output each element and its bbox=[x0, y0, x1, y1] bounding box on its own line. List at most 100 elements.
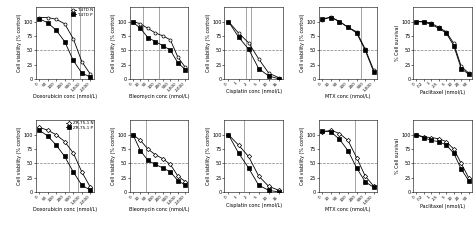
X-axis label: Cisplatin conc (nmol/L): Cisplatin conc (nmol/L) bbox=[226, 90, 282, 95]
T-47D P bbox=[451, 44, 456, 47]
ZR-75-1 N bbox=[443, 140, 449, 143]
Line: ZR-75-1 N: ZR-75-1 N bbox=[37, 126, 92, 189]
T-47D N bbox=[145, 27, 151, 30]
ZR-75-1 P bbox=[137, 149, 143, 152]
Line: ZR-75-1 P: ZR-75-1 P bbox=[227, 133, 280, 193]
T-47D P bbox=[160, 44, 166, 47]
T-47D P bbox=[466, 73, 472, 76]
ZR-75-1 N bbox=[145, 148, 151, 150]
Line: ZR-75-1 N: ZR-75-1 N bbox=[415, 133, 470, 179]
T-47D N bbox=[466, 72, 472, 75]
ZR-75-1 N bbox=[337, 132, 342, 135]
T-47D N bbox=[428, 22, 434, 25]
ZR-75-1 N bbox=[226, 133, 231, 136]
T-47D P bbox=[428, 23, 434, 26]
T-47D N bbox=[160, 34, 166, 37]
ZR-75-1 P bbox=[226, 133, 231, 136]
ZR-75-1 P bbox=[236, 152, 241, 155]
T-47D P bbox=[337, 20, 342, 23]
ZR-75-1 P bbox=[266, 189, 272, 192]
ZR-75-1 N bbox=[71, 152, 76, 155]
T-47D N bbox=[226, 20, 231, 23]
ZR-75-1 N bbox=[175, 174, 181, 177]
ZR-75-1 N bbox=[319, 131, 325, 134]
Y-axis label: % Cell survival: % Cell survival bbox=[395, 138, 400, 174]
ZR-75-1 N bbox=[466, 176, 472, 179]
T-47D P bbox=[362, 49, 368, 52]
Line: T-47D P: T-47D P bbox=[227, 20, 280, 80]
T-47D N bbox=[276, 76, 282, 79]
ZR-75-1 P bbox=[71, 170, 76, 173]
X-axis label: Doxorubicin conc (nmol/L): Doxorubicin conc (nmol/L) bbox=[33, 94, 97, 99]
Line: ZR-75-1 P: ZR-75-1 P bbox=[415, 133, 470, 182]
T-47D P bbox=[71, 59, 76, 62]
Line: T-47D P: T-47D P bbox=[37, 17, 92, 79]
T-47D N bbox=[79, 60, 85, 63]
ZR-75-1 P bbox=[362, 180, 368, 183]
X-axis label: MTX conc (nmol/L): MTX conc (nmol/L) bbox=[325, 207, 371, 212]
ZR-75-1 P bbox=[276, 191, 282, 193]
T-47D P bbox=[36, 17, 42, 20]
ZR-75-1 P bbox=[246, 167, 251, 169]
T-47D P bbox=[413, 20, 419, 23]
T-47D P bbox=[328, 16, 334, 19]
T-47D P bbox=[443, 31, 449, 34]
Legend: ZR-75-1 N, ZR-75-1 P: ZR-75-1 N, ZR-75-1 P bbox=[66, 121, 93, 130]
ZR-75-1 P bbox=[167, 170, 173, 173]
ZR-75-1 N bbox=[167, 163, 173, 166]
Line: T-47D N: T-47D N bbox=[131, 20, 187, 69]
ZR-75-1 P bbox=[428, 139, 434, 142]
T-47D N bbox=[53, 18, 59, 21]
T-47D N bbox=[337, 20, 342, 23]
ZR-75-1 N bbox=[130, 133, 136, 136]
T-47D P bbox=[319, 17, 325, 20]
Line: T-47D N: T-47D N bbox=[415, 20, 470, 75]
T-47D P bbox=[182, 68, 188, 71]
T-47D P bbox=[226, 20, 231, 23]
ZR-75-1 P bbox=[328, 130, 334, 133]
Y-axis label: Cell viability (% control): Cell viability (% control) bbox=[17, 127, 22, 186]
Y-axis label: % Cell survival: % Cell survival bbox=[395, 25, 400, 61]
T-47D N bbox=[362, 48, 368, 50]
T-47D N bbox=[71, 37, 76, 40]
ZR-75-1 P bbox=[436, 140, 442, 143]
ZR-75-1 N bbox=[276, 189, 282, 192]
ZR-75-1 N bbox=[436, 137, 442, 140]
T-47D N bbox=[451, 42, 456, 45]
ZR-75-1 N bbox=[371, 185, 377, 188]
ZR-75-1 P bbox=[337, 138, 342, 141]
ZR-75-1 P bbox=[153, 163, 158, 166]
T-47D N bbox=[421, 20, 427, 23]
X-axis label: Paclitaxel (nmol/L): Paclitaxel (nmol/L) bbox=[420, 204, 465, 209]
T-47D P bbox=[236, 36, 241, 38]
T-47D N bbox=[88, 73, 93, 76]
ZR-75-1 N bbox=[153, 153, 158, 156]
T-47D P bbox=[45, 21, 50, 24]
T-47D N bbox=[436, 26, 442, 29]
T-47D P bbox=[167, 49, 173, 52]
ZR-75-1 N bbox=[137, 139, 143, 142]
ZR-75-1 N bbox=[428, 136, 434, 139]
ZR-75-1 N bbox=[266, 185, 272, 188]
T-47D P bbox=[145, 36, 151, 39]
X-axis label: Cisplatin conc (nmol/L): Cisplatin conc (nmol/L) bbox=[226, 203, 282, 208]
ZR-75-1 N bbox=[362, 174, 368, 177]
ZR-75-1 N bbox=[79, 170, 85, 173]
Y-axis label: Cell viability (% control): Cell viability (% control) bbox=[111, 14, 117, 72]
T-47D N bbox=[319, 18, 325, 21]
T-47D N bbox=[443, 30, 449, 33]
X-axis label: Paclitaxel (nmol/L): Paclitaxel (nmol/L) bbox=[420, 90, 465, 96]
ZR-75-1 P bbox=[466, 179, 472, 182]
Y-axis label: Cell viability (% control): Cell viability (% control) bbox=[301, 127, 305, 186]
Line: ZR-75-1 N: ZR-75-1 N bbox=[321, 129, 375, 188]
ZR-75-1 N bbox=[88, 186, 93, 189]
T-47D N bbox=[36, 16, 42, 19]
ZR-75-1 N bbox=[354, 156, 359, 159]
ZR-75-1 P bbox=[79, 184, 85, 186]
ZR-75-1 P bbox=[371, 186, 377, 189]
ZR-75-1 P bbox=[53, 144, 59, 146]
ZR-75-1 N bbox=[53, 133, 59, 136]
Line: T-47D P: T-47D P bbox=[131, 21, 187, 71]
T-47D N bbox=[354, 30, 359, 33]
ZR-75-1 N bbox=[256, 174, 262, 177]
